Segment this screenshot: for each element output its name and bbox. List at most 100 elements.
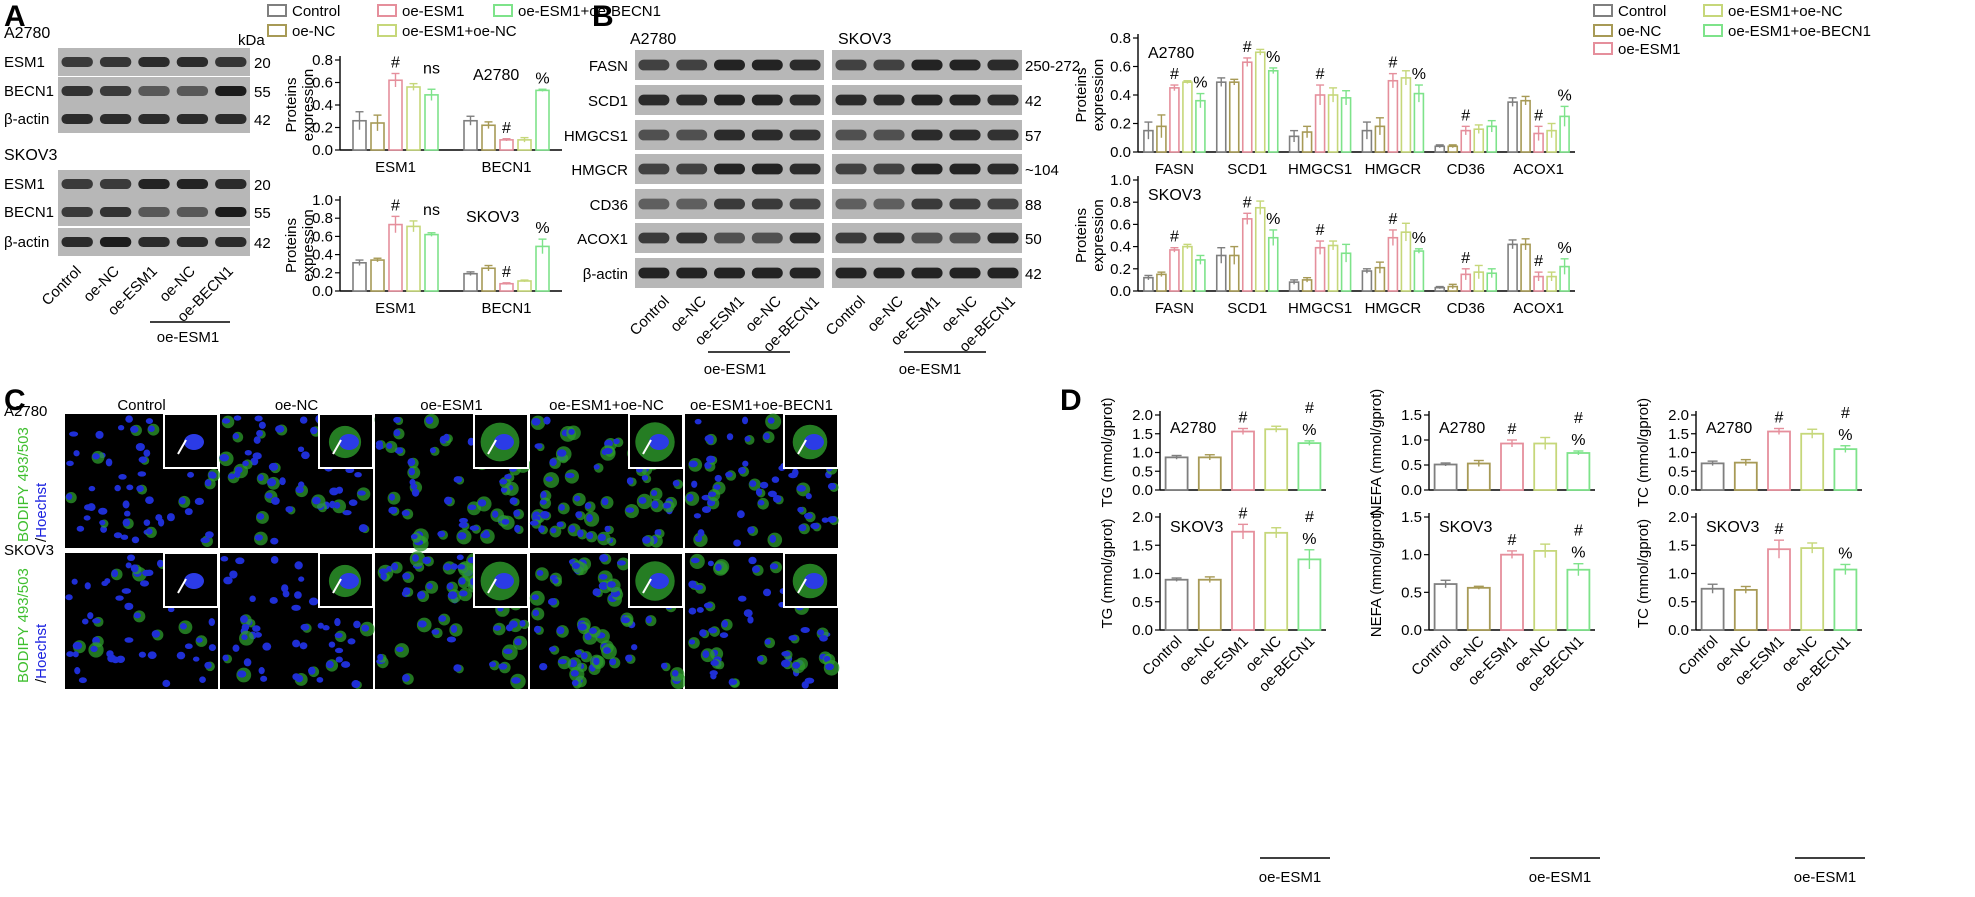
y-axis-label: TC (mmol/gprot)	[1635, 398, 1652, 507]
nucleus	[586, 514, 593, 523]
nucleus	[391, 562, 399, 571]
nucleus	[78, 677, 87, 684]
nucleus	[514, 524, 521, 533]
nucleus	[558, 504, 565, 511]
nucleus	[519, 620, 526, 627]
nucleus	[162, 679, 171, 688]
nucleus	[407, 458, 416, 467]
nucleus	[437, 530, 446, 538]
y-axis-label: expression	[1090, 59, 1107, 132]
blot-band	[789, 163, 821, 175]
blot-band	[176, 113, 209, 125]
significance-mark: #	[1243, 194, 1252, 211]
bar	[1327, 244, 1339, 292]
nucleus	[65, 594, 73, 601]
nucleus	[166, 513, 175, 522]
bar	[1327, 94, 1339, 153]
nucleus	[660, 662, 668, 669]
group-label: oe-ESM1	[1794, 869, 1857, 886]
chart-title: SKOV3	[1170, 519, 1223, 536]
nucleus	[792, 468, 799, 477]
inset-nucleus	[804, 573, 824, 589]
nucleus	[532, 609, 540, 617]
nucleus	[329, 500, 336, 509]
inset-nucleus	[339, 434, 359, 450]
nucleus	[737, 595, 747, 602]
significance-mark: %	[1266, 211, 1280, 228]
nucleus	[450, 563, 458, 570]
nucleus	[781, 651, 791, 657]
nucleus	[361, 624, 370, 632]
blot-band	[835, 129, 867, 141]
blot-band	[751, 129, 783, 141]
blot-strip	[832, 154, 1022, 184]
nucleus	[409, 478, 416, 486]
nucleus	[262, 642, 272, 651]
nucleus	[299, 416, 308, 424]
bar	[1264, 531, 1289, 631]
significance-mark: ns	[423, 202, 440, 219]
nucleus	[377, 653, 384, 661]
cell-line-label: SKOV3	[838, 31, 891, 48]
nucleus	[411, 488, 420, 497]
blot-strip	[58, 198, 250, 226]
nucleus	[453, 664, 462, 672]
y-tick-label: 1.5	[1132, 426, 1153, 443]
nucleus	[748, 556, 757, 565]
nucleus	[616, 560, 626, 566]
nucleus	[194, 497, 204, 506]
blot-band	[99, 113, 132, 125]
blot-band	[835, 59, 867, 71]
nucleus	[688, 639, 696, 645]
nucleus	[242, 460, 249, 467]
y-tick-label: 1.5	[1401, 407, 1422, 424]
legend-label: oe-ESM1	[1618, 41, 1681, 58]
blot-band	[835, 163, 867, 175]
nucleus	[741, 416, 749, 425]
protein-label: β-actin	[583, 266, 628, 283]
nucleus	[402, 587, 411, 596]
inset-nucleus	[804, 434, 824, 450]
nucleus	[270, 556, 279, 564]
nucleus	[347, 638, 356, 645]
significance-mark: #	[1534, 253, 1543, 270]
blot-band	[138, 206, 170, 218]
significance-mark: #	[1316, 66, 1325, 83]
kda-label: kDa	[238, 32, 265, 49]
nucleus	[76, 525, 85, 532]
nucleus	[127, 554, 136, 562]
y-tick-label: 0.0	[1132, 482, 1153, 499]
bar	[1566, 568, 1591, 631]
significance-mark: %	[1557, 240, 1571, 257]
legend-label: oe-ESM1+oe-NC	[1728, 3, 1843, 20]
x-tick-label: HMGCR	[1365, 300, 1422, 317]
significance-mark: %	[1193, 75, 1207, 92]
nucleus	[764, 638, 771, 645]
nucleus	[240, 615, 248, 623]
inset-arrow	[177, 578, 187, 594]
nucleus	[604, 525, 611, 533]
protein-label: ACOX1	[577, 231, 628, 248]
nucleus	[65, 493, 73, 500]
bar	[1169, 249, 1180, 292]
nucleus	[769, 563, 779, 570]
y-axis-label: Proteins	[283, 77, 300, 132]
nucleus	[456, 554, 464, 561]
blot-band	[911, 59, 943, 71]
nucleus	[233, 415, 242, 421]
group-label: oe-ESM1	[704, 361, 767, 378]
nucleus	[707, 491, 717, 497]
blot-band	[911, 232, 943, 244]
blot-band	[61, 178, 93, 190]
inset-nucleus	[184, 434, 204, 450]
nucleus	[805, 493, 812, 500]
inset-arrow	[332, 578, 342, 594]
nucleus	[737, 510, 745, 519]
y-tick-label: 0.0	[1110, 283, 1131, 300]
bar	[481, 267, 496, 292]
nucleus	[613, 438, 620, 445]
nucleus	[696, 607, 704, 613]
nucleus	[625, 654, 633, 662]
blot-band	[987, 267, 1019, 279]
